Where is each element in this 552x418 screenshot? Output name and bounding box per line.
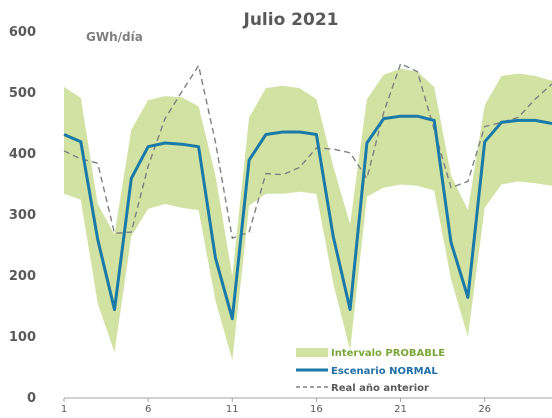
y-tick-label: 200 [9,269,36,284]
series-lines-layer [63,62,552,321]
chart-title: Julio 2021 [243,10,339,30]
y-tick-label: 600 [9,25,36,40]
legend: Intervalo PROBABLE Escenario NORMAL Real a… [296,348,445,394]
legend-label-previous: Real año anterior [331,383,429,394]
y-tick-label: 500 [9,86,36,101]
y-tick-label: 400 [9,147,36,162]
x-tick-label: 26 [478,404,491,415]
y-unit-label: GWh/día [86,30,143,44]
x-tick-label: 1 [61,404,67,415]
previous-year-line [63,62,552,240]
y-tick-label: 100 [9,330,36,345]
x-tick-label: 6 [145,404,151,415]
legend-label-interval: Intervalo PROBABLE [331,348,445,359]
y-tick-label: 300 [9,208,36,223]
legend-label-normal: Escenario NORMAL [331,366,438,377]
x-tick-label: 11 [226,404,239,415]
probable-interval-area [64,68,552,361]
x-tick-label: 21 [394,404,407,415]
normal-scenario-line [63,114,552,321]
y-tick-label: 0 [27,391,36,406]
legend-swatch-interval [296,348,328,357]
probable-interval-band-layer [64,68,552,361]
x-tick-label: 16 [310,404,323,415]
